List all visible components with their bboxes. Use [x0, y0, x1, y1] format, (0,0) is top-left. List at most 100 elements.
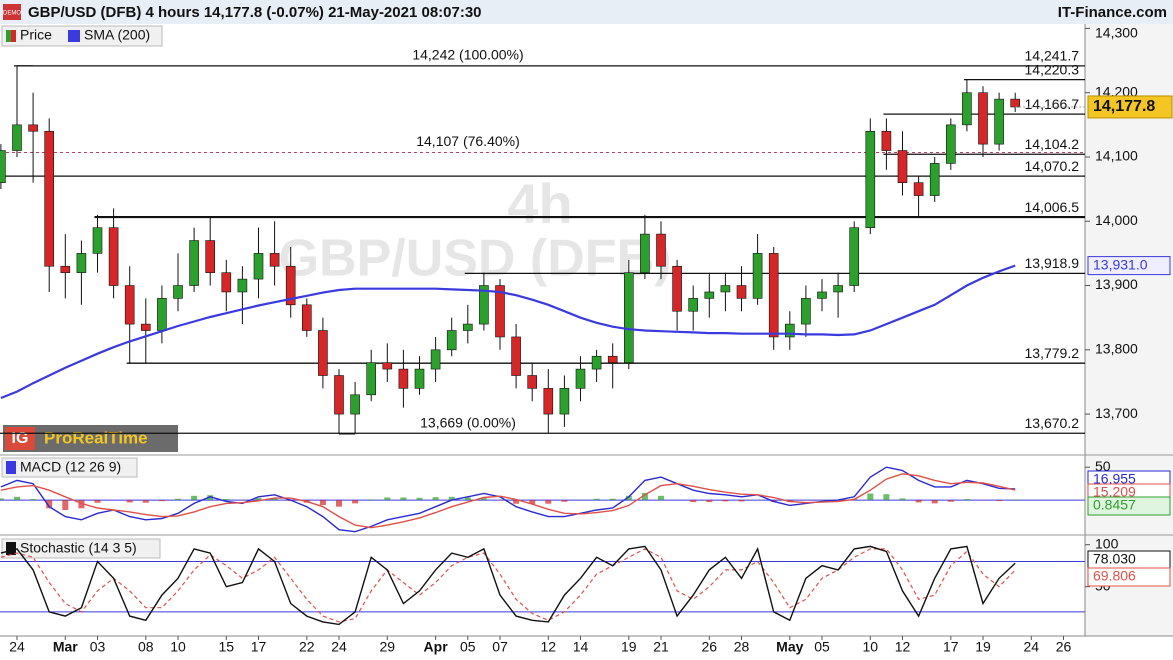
value-tag-label: 0.8457	[1093, 497, 1136, 513]
histogram-bar	[690, 500, 697, 503]
histogram-bar	[271, 498, 278, 501]
histogram-bar	[899, 498, 906, 501]
candle-body	[141, 323, 151, 331]
logo: IG	[12, 430, 29, 447]
histogram-bar	[416, 497, 423, 501]
candle-body	[929, 163, 940, 196]
legend-swatch	[11, 30, 16, 42]
histogram-bar	[46, 500, 53, 509]
legend-box	[1, 25, 163, 47]
candle-body	[446, 330, 457, 351]
histogram-bar	[915, 500, 922, 503]
value-tag-label: 69.806	[1093, 568, 1136, 584]
candle-body	[768, 253, 779, 338]
watermark: GBP/USD (DFB)	[279, 230, 672, 288]
value-tag-label: 14,177.8	[1093, 98, 1155, 115]
histogram-bar	[738, 500, 745, 502]
level-label: 14,006.5	[1025, 199, 1080, 215]
candle-body	[398, 368, 409, 389]
histogram-bar	[641, 492, 648, 501]
histogram-bar	[593, 498, 600, 501]
legend-box	[1, 538, 161, 559]
x-tick-label: 17	[943, 639, 959, 655]
level-label: 14,070.2	[1025, 158, 1080, 174]
value-tag-label: 16.955	[1093, 471, 1136, 487]
stoch-k-line	[0, 545, 1016, 626]
right-axis-area	[1085, 24, 1173, 636]
histogram-bar	[513, 500, 520, 504]
histogram-bar	[400, 497, 407, 501]
value-tag	[1087, 256, 1171, 276]
candle-body	[865, 130, 876, 228]
histogram-bar	[963, 499, 970, 501]
x-tick-label: 21	[653, 639, 669, 655]
x-tick-label: 24	[9, 639, 25, 655]
candle-body	[623, 272, 634, 363]
candle-body	[945, 124, 956, 164]
histogram-bar	[996, 500, 1003, 502]
candle-body	[495, 285, 505, 338]
header-bar	[0, 0, 1173, 24]
source: IT-Finance.com	[1058, 4, 1167, 21]
histogram-bar	[561, 500, 568, 502]
level-label: 14,166.7	[1025, 96, 1080, 112]
histogram-bar	[609, 498, 616, 501]
candle-body	[28, 124, 38, 132]
level-label: 13,670.2	[1025, 415, 1080, 431]
histogram-bar	[883, 494, 890, 501]
x-tick-label: 28	[734, 639, 750, 655]
candle-body	[881, 130, 892, 151]
histogram-bar	[158, 500, 165, 502]
candle-body	[817, 291, 827, 299]
candle-body	[414, 368, 425, 389]
x-tick-label: 10	[863, 639, 879, 655]
y-tick-label: 14,000	[1095, 212, 1138, 228]
histogram-bar	[94, 500, 101, 503]
candle-body	[752, 253, 763, 299]
level-label: 13,779.2	[1025, 345, 1080, 361]
y-tick-label: 14,200	[1095, 83, 1138, 99]
stoch-d-line	[0, 548, 1016, 623]
histogram-bar	[126, 500, 133, 503]
candle-body	[607, 355, 618, 363]
candle-body	[527, 375, 538, 389]
legend-label: SMA (200)	[84, 27, 150, 43]
histogram-bar	[448, 496, 455, 501]
histogram-bar	[706, 500, 713, 503]
badge: DEMO	[3, 11, 21, 17]
histogram-bar	[1012, 499, 1019, 501]
candle-body	[591, 355, 602, 370]
candle-body	[1010, 98, 1021, 108]
y-tick-label: 14,300	[1095, 25, 1138, 41]
candle-body	[640, 233, 650, 273]
histogram-bar	[625, 495, 632, 501]
x-tick-label: 24	[331, 639, 347, 655]
candle-body	[736, 285, 747, 299]
candle-body	[108, 227, 119, 286]
x-tick-label: 14	[573, 639, 589, 655]
x-tick-label: Apr	[424, 639, 449, 655]
x-tick-label: 22	[299, 639, 315, 655]
candle-body	[656, 233, 666, 267]
legend-label: Price	[20, 27, 52, 43]
histogram-bar	[658, 495, 664, 501]
candle-body	[253, 253, 264, 280]
y-tick-label: 100	[1095, 535, 1119, 551]
candle-body	[849, 227, 860, 286]
x-tick-label: 29	[380, 639, 396, 655]
candle-body	[978, 92, 988, 145]
candle-body	[44, 130, 55, 267]
x-tick-label: 24	[1024, 639, 1040, 655]
value-tag-label: 78.030	[1093, 551, 1136, 567]
value-tag	[1087, 496, 1171, 516]
value-tag	[1087, 95, 1173, 119]
histogram-bar	[529, 500, 536, 505]
histogram-bar	[175, 498, 181, 501]
legend-box	[1, 457, 138, 478]
histogram-bar	[78, 500, 85, 509]
histogram-bar	[931, 500, 938, 504]
level-label: 14,104.2	[1025, 136, 1080, 152]
x-tick-label: 05	[814, 639, 830, 655]
